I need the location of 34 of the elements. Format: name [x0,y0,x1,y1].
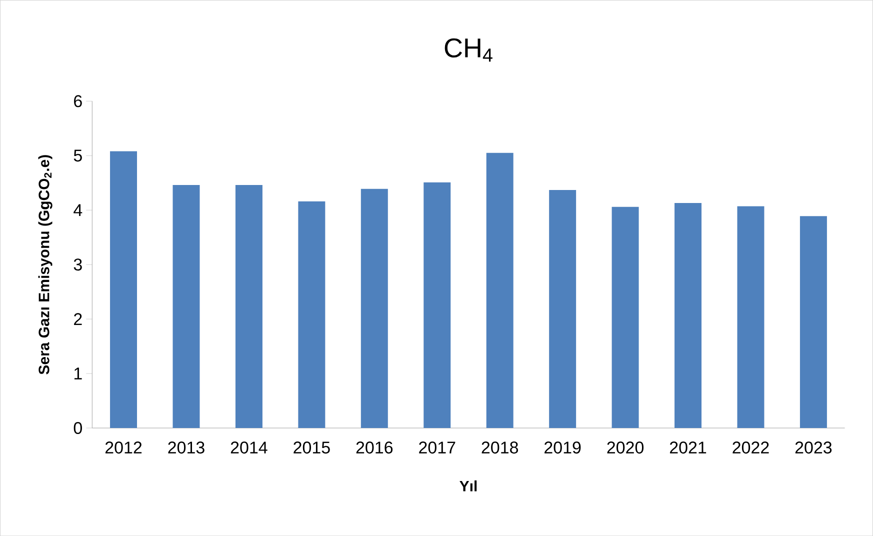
x-tick-label: 2014 [230,441,268,454]
y-tick-label: 6 [74,95,82,108]
x-axis-title: Yıl [460,480,477,492]
bar [235,184,262,428]
y-tick-label: 2 [74,313,82,325]
x-tick-label: 2021 [670,441,706,454]
bar [549,190,576,428]
bar [360,188,388,428]
y-tick-label: 4 [74,204,82,216]
x-tick-label: 2023 [795,441,832,454]
x-tick-label: 2020 [607,441,644,454]
x-tick-label: 2013 [168,441,204,454]
x-tick-label: 2018 [482,441,518,454]
y-tick-label: 1 [74,368,82,380]
x-tick-label: 2012 [105,441,142,454]
bar [172,184,200,428]
x-tick-label: 2016 [356,441,393,454]
bar [486,152,514,428]
x-tick-label: 2022 [732,441,769,454]
bar [737,206,764,428]
x-tick-label: 2015 [294,441,330,454]
y-tick-label: 5 [74,150,82,162]
bar [674,202,702,428]
y-tick-label: 0 [74,422,82,434]
bar [110,151,138,428]
bar [298,201,326,428]
x-tick-label: 2019 [544,441,581,454]
y-axis-title: Sera Gazı Emisyonu (GgCO$_{2}$.e) [38,155,52,374]
x-tick-label: 2017 [419,441,456,454]
bar [800,216,827,428]
bar [424,182,451,428]
y-tick-label: 3 [74,258,82,271]
chart-title: CH$_{4}$ [444,38,492,62]
bar [612,206,639,428]
